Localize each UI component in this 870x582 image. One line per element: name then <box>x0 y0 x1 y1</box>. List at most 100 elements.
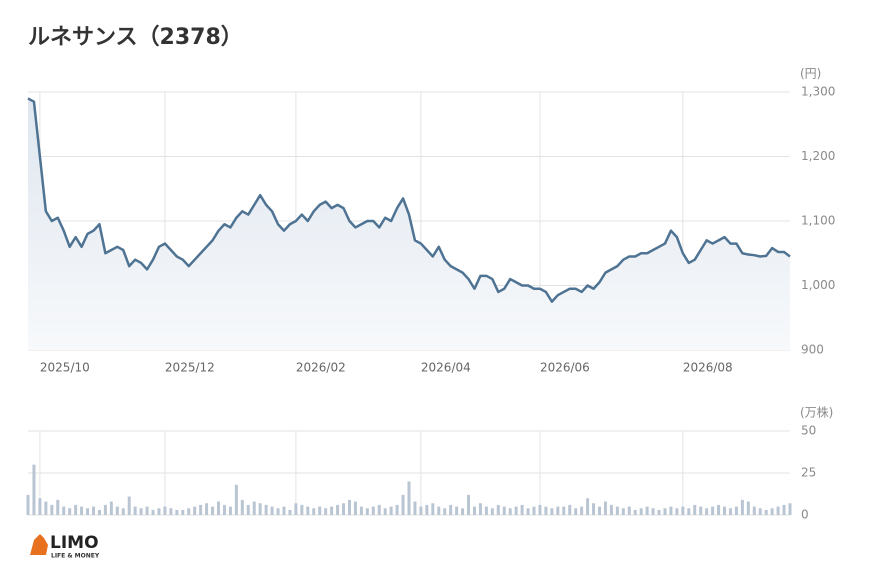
y-tick-label: 1,200 <box>801 149 835 163</box>
volume-bar <box>139 508 143 515</box>
volume-bar <box>663 508 667 515</box>
volume-bar <box>97 509 101 515</box>
volume-bar <box>252 501 256 515</box>
volume-bar <box>598 506 601 515</box>
volume-bar <box>496 504 500 515</box>
volume-bar <box>592 503 596 515</box>
y-unit-label: (万株) <box>800 405 833 420</box>
logo-name: LIMO <box>50 533 99 553</box>
volume-bar <box>502 506 506 515</box>
volume-bar <box>681 506 685 515</box>
x-tick-label: 2026/02 <box>296 361 346 375</box>
volume-bar <box>32 464 36 515</box>
volume-bar <box>91 506 95 515</box>
volume-bar <box>556 506 560 515</box>
x-tick-label: 2026/06 <box>540 361 590 375</box>
volume-bar <box>467 494 471 515</box>
volume-bar <box>115 506 119 515</box>
volume-bar <box>103 504 107 515</box>
volume-bar <box>425 504 429 515</box>
volume-bar <box>586 498 590 515</box>
volume-bar <box>276 508 280 515</box>
volume-bar <box>50 504 54 515</box>
volume-bar <box>288 509 292 515</box>
page-title: ルネサンス（2378） <box>28 25 243 50</box>
volume-bar <box>419 506 423 515</box>
volume-bar <box>234 484 238 515</box>
volume-bar <box>211 506 215 515</box>
volume-bar <box>169 508 173 515</box>
volume-bar <box>574 508 578 515</box>
volume-bar <box>199 504 203 515</box>
volume-bar <box>484 506 488 515</box>
volume-bar <box>490 508 494 515</box>
volume-bar <box>401 494 405 515</box>
volume-bar <box>562 506 566 515</box>
x-tick-label: 2025/12 <box>165 361 215 375</box>
volume-bar <box>443 508 447 515</box>
volume-bar <box>318 506 322 515</box>
volume-bar <box>395 504 399 515</box>
volume-bar <box>56 499 60 515</box>
y-tick-label: 1,000 <box>801 278 835 292</box>
volume-bar <box>782 504 786 515</box>
volume-bar <box>228 506 232 515</box>
volume-bar <box>324 508 328 515</box>
volume-bar <box>336 504 340 515</box>
logo-tagline: LIFE & MONEY <box>51 553 100 560</box>
volume-bar <box>705 508 709 515</box>
volume-bar <box>639 508 643 515</box>
volume-bar <box>193 506 197 515</box>
volume-bar <box>258 503 262 515</box>
volume-bar <box>365 508 369 515</box>
volume-bar <box>342 503 346 515</box>
volume-bar <box>568 504 572 515</box>
volume-bar <box>734 506 738 515</box>
volume-bar <box>449 504 453 515</box>
volume-bar <box>627 506 631 515</box>
volume-bar <box>240 499 244 515</box>
y-tick-label: 1,100 <box>801 214 835 228</box>
volume-bar <box>26 494 30 515</box>
y-tick-label: 25 <box>801 466 816 480</box>
x-tick-label: 2025/10 <box>40 361 90 375</box>
volume-bar <box>222 504 226 515</box>
volume-bar <box>407 481 411 515</box>
volume-bar <box>246 504 250 515</box>
y-tick-label: 0 <box>801 508 809 522</box>
volume-bar <box>621 508 625 515</box>
volume-bar <box>62 506 66 515</box>
volume-bar <box>526 508 530 515</box>
volume-bar <box>461 508 465 515</box>
x-tick-label: 2026/04 <box>421 361 471 375</box>
volume-bar <box>205 503 209 515</box>
volume-bar <box>282 506 286 515</box>
volume-bar <box>359 506 363 515</box>
area-fill <box>28 98 790 350</box>
volume-bar <box>383 508 387 515</box>
price-line <box>27 97 791 303</box>
y-tick-label: 1,300 <box>801 85 835 99</box>
volume-bar <box>127 496 131 515</box>
volume-bar <box>371 506 375 515</box>
volume-bar <box>175 509 179 515</box>
volume-bar <box>615 506 619 515</box>
volume-bar <box>675 508 679 515</box>
volume-bar <box>270 506 274 515</box>
volume-bar <box>669 506 673 515</box>
volume-bar <box>437 506 441 515</box>
volume-bar <box>514 506 518 515</box>
volume-bar <box>353 501 357 515</box>
volume-bar <box>752 506 756 515</box>
logo-icon <box>30 534 48 555</box>
y-unit-label: (円) <box>800 67 821 81</box>
volume-bar <box>687 508 691 515</box>
volume-bar <box>550 508 554 515</box>
y-tick-label: 50 <box>801 424 816 438</box>
volume-bar <box>693 504 697 515</box>
volume-bar <box>431 503 435 515</box>
volume-bar <box>532 506 536 515</box>
volume-bar <box>145 506 149 515</box>
volume-bar <box>187 508 191 515</box>
